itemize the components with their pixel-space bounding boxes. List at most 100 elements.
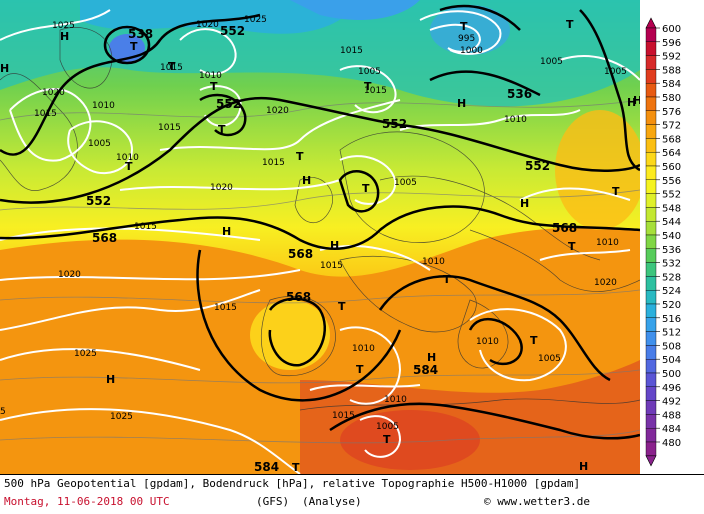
high-pressure-marker: H bbox=[520, 197, 529, 210]
legend-swatch bbox=[645, 82, 657, 98]
pressure-label: 1005 bbox=[88, 139, 111, 149]
high-pressure-marker: H bbox=[633, 94, 640, 107]
legend-value: 588 bbox=[662, 65, 681, 76]
pressure-label: 1020 bbox=[266, 106, 289, 116]
pressure-label: 1025 bbox=[244, 15, 267, 25]
low-pressure-marker: T bbox=[460, 20, 468, 33]
low-pressure-marker: T bbox=[612, 185, 620, 198]
legend-value: 480 bbox=[662, 438, 681, 449]
caption-analysis: (Analyse) bbox=[302, 495, 362, 508]
low-pressure-marker: T bbox=[130, 40, 138, 53]
pressure-label: 1020 bbox=[196, 20, 219, 30]
geopotential-lines bbox=[0, 4, 640, 440]
legend-value: 580 bbox=[662, 93, 681, 104]
cold-region-cyan bbox=[80, 0, 360, 34]
legend-swatch bbox=[645, 317, 657, 332]
high-pressure-marker: H bbox=[0, 62, 9, 75]
legend-arrow-top bbox=[645, 17, 657, 29]
cold-core-blue bbox=[290, 0, 420, 20]
legend-swatch bbox=[645, 414, 657, 429]
low-pressure-marker: T bbox=[566, 18, 574, 31]
legend-value: 564 bbox=[662, 148, 681, 159]
pressure-label: 1010 bbox=[384, 395, 407, 405]
legend-value: 492 bbox=[662, 397, 681, 408]
low-pressure-marker: T bbox=[292, 461, 300, 474]
geopotential-label: 568 bbox=[552, 221, 577, 235]
legend-value: 592 bbox=[662, 52, 681, 63]
pressure-label: 1005 bbox=[540, 57, 563, 67]
legend-swatch bbox=[645, 165, 657, 181]
pressure-label: 1015 bbox=[214, 303, 237, 313]
legend-swatch bbox=[645, 110, 657, 125]
high-pressure-marker: H bbox=[457, 97, 466, 110]
legend-value: 516 bbox=[662, 314, 681, 325]
pressure-label: 1015 bbox=[158, 123, 181, 133]
high-pressure-marker: H bbox=[302, 174, 311, 187]
pressure-label: 1020 bbox=[210, 183, 233, 193]
pressure-label: 1015 bbox=[320, 261, 343, 271]
caption-site: © www.wetter3.de bbox=[484, 495, 590, 508]
pressure-label: 1010 bbox=[116, 153, 139, 163]
legend-value: 520 bbox=[662, 300, 681, 311]
legend-swatch bbox=[645, 248, 657, 263]
legend-swatch bbox=[645, 179, 657, 194]
low-core-north bbox=[430, 5, 510, 55]
legend-value: 544 bbox=[662, 217, 681, 228]
isobars bbox=[0, 9, 640, 474]
low-pressure-marker: T bbox=[568, 240, 576, 253]
pressure-label: 1005 bbox=[538, 354, 561, 364]
high-pressure-marker: H bbox=[330, 239, 339, 252]
pressure-label: 1015 bbox=[160, 63, 183, 73]
pressure-system-markers: H H T T T T T T T T T H H T H H H T H T … bbox=[0, 18, 640, 474]
low-pressure-marker: T bbox=[530, 334, 538, 347]
legend-swatch bbox=[645, 207, 657, 222]
geopotential-labels: 538 552 552 552 536 552 552 568 568 568 … bbox=[86, 24, 577, 474]
legend-swatch bbox=[645, 151, 657, 167]
legend-arrow-bottom bbox=[645, 455, 657, 467]
low-pressure-marker: T bbox=[338, 300, 346, 313]
map-caption: 500 hPa Geopotential [gpdam], Bodendruck… bbox=[0, 474, 704, 514]
legend-swatch bbox=[645, 303, 657, 319]
legend-value: 596 bbox=[662, 38, 681, 49]
pressure-label: 1015 bbox=[340, 46, 363, 56]
pressure-label: 1015 bbox=[34, 109, 57, 119]
pressure-label: 1010 bbox=[596, 238, 619, 248]
low-pressure-marker: T bbox=[383, 433, 391, 446]
pressure-label: 1015 bbox=[364, 86, 387, 96]
geopotential-label: 536 bbox=[507, 87, 532, 101]
legend-swatch bbox=[645, 372, 657, 388]
legend-value: 488 bbox=[662, 410, 681, 421]
pressure-label: 1015 bbox=[332, 411, 355, 421]
legend-swatch bbox=[645, 386, 657, 401]
legend-value: 536 bbox=[662, 245, 681, 256]
legend-swatch bbox=[645, 428, 657, 443]
pressure-label: 1025 bbox=[52, 21, 75, 31]
geopotential-label: 568 bbox=[286, 290, 311, 304]
pressure-label: 1010 bbox=[422, 257, 445, 267]
pressure-label: 1010 bbox=[476, 337, 499, 347]
low-pressure-marker: T bbox=[296, 150, 304, 163]
low-pressure-marker: T bbox=[356, 363, 364, 376]
pressure-label: 1015 bbox=[134, 222, 157, 232]
legend-swatch bbox=[645, 220, 657, 236]
legend-value: 600 bbox=[662, 24, 681, 35]
legend-value: 524 bbox=[662, 286, 681, 297]
legend-swatch bbox=[645, 193, 657, 208]
weather-map: 538 552 552 552 536 552 552 568 568 568 … bbox=[0, 0, 640, 474]
low-pressure-marker: T bbox=[218, 123, 226, 136]
pressure-label: 1005 bbox=[376, 422, 399, 432]
low-pressure-marker: T bbox=[443, 273, 451, 286]
legend-swatch bbox=[645, 96, 657, 112]
legend-value: 556 bbox=[662, 176, 681, 187]
geopotential-label: 552 bbox=[216, 97, 241, 111]
low-pressure-marker: T bbox=[364, 80, 372, 93]
legend-value: 572 bbox=[662, 121, 681, 132]
legend-swatch bbox=[645, 400, 657, 415]
color-scale-svg: 600 596 592 588 584 580 576 572 568 564 560 556 552 5… bbox=[645, 17, 681, 467]
geopotential-label: 584 bbox=[413, 363, 438, 377]
geopotential-label: 552 bbox=[382, 117, 407, 131]
legend-value: 576 bbox=[662, 107, 681, 118]
pressure-label: 5 bbox=[0, 407, 6, 417]
pressure-label: 1025 bbox=[74, 349, 97, 359]
legend-swatch bbox=[645, 234, 657, 250]
